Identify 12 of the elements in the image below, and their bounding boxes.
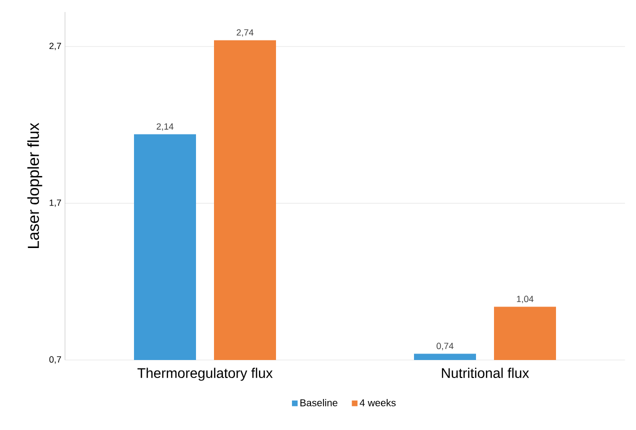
data-label: 0,74 <box>436 342 454 350</box>
data-label: 2,14 <box>156 123 174 131</box>
x-tick-label: Nutritional flux <box>442 368 530 378</box>
y-tick-label: 0,7 <box>49 356 62 364</box>
x-tick-label: Thermoregulatory flux <box>137 368 273 381</box>
legend-label: 4 weeks <box>360 398 396 406</box>
data-label: 1,04 <box>516 296 534 304</box>
y-tick-label: 2,7 <box>49 42 62 50</box>
legend-label: Baseline <box>300 398 338 406</box>
y-tick-label: 1,7 <box>50 200 62 207</box>
y-axis-title: Laser doppler flux <box>27 122 42 248</box>
data-label: 2,74 <box>236 29 254 37</box>
